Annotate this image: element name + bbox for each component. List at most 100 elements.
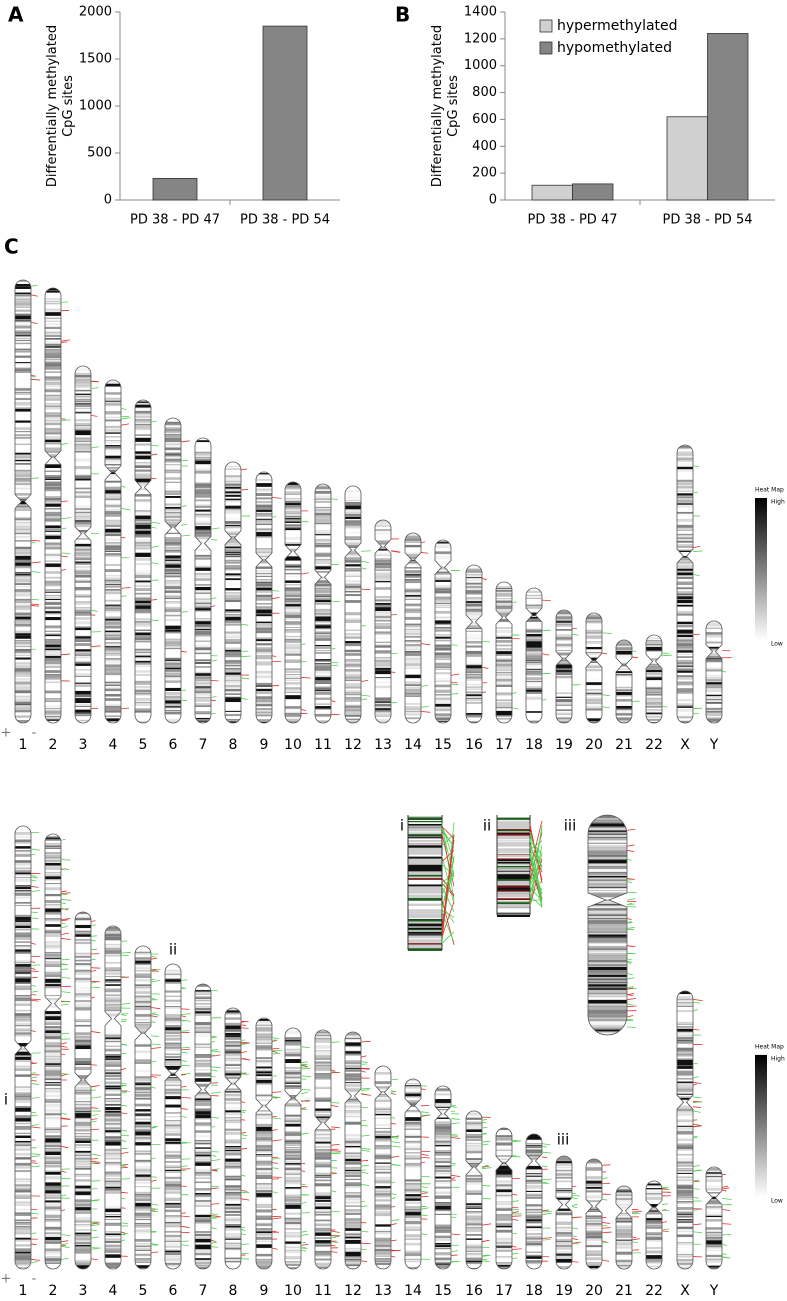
band [375,719,391,722]
band [45,941,61,944]
band [556,629,572,631]
band [616,644,632,646]
band [45,837,61,841]
marker-tick [60,1042,67,1045]
band [45,488,61,491]
band [135,957,151,959]
band [135,1245,151,1247]
band [135,1196,151,1199]
bar [531,184,573,201]
band [256,559,272,562]
marker-tick [120,1082,127,1085]
band [45,470,61,473]
band [225,721,241,723]
chromosome-label: 11 [314,737,332,753]
band [345,600,361,603]
band [256,536,272,539]
band [375,558,391,562]
band [45,330,61,334]
band [195,483,211,487]
band [165,1111,181,1114]
marker-tick [30,853,36,856]
band [706,650,722,653]
band [15,1033,31,1036]
band [195,996,211,999]
band [15,385,31,389]
band [556,709,572,712]
band [75,1076,91,1079]
band [195,1034,211,1037]
band [315,613,331,617]
y-axis-label: Differentially methylatedCpG sites [430,25,461,187]
marker-tick [390,550,400,553]
band [135,1191,151,1194]
band [105,616,121,619]
band [646,639,662,641]
band [165,477,181,480]
band [405,655,421,659]
band [105,1007,121,1010]
band [135,408,151,411]
band [45,428,61,431]
band [135,588,151,590]
band [45,1088,61,1092]
band [556,667,572,671]
band [165,1126,181,1129]
marker-tick [90,981,97,984]
marker-tick [180,1064,191,1067]
band [315,688,331,691]
band [15,850,31,852]
band [435,571,451,575]
band [105,703,121,707]
marker-tick [60,341,68,343]
band [75,1006,91,1009]
band [105,1114,121,1117]
band [646,703,662,706]
band [15,315,31,317]
band [616,644,632,647]
band [646,709,662,711]
band [165,1131,181,1134]
band [75,1260,91,1262]
band [435,652,451,656]
band [45,867,61,870]
band [225,548,241,550]
band [315,697,331,700]
band [15,1157,31,1160]
band [165,1258,181,1261]
band [256,523,272,526]
band [75,1174,91,1177]
band [15,624,31,627]
band [375,618,391,621]
band [75,524,91,528]
band [105,710,121,713]
band [225,611,241,613]
band [285,603,301,607]
band [345,721,361,723]
band [135,686,151,688]
band [677,721,693,723]
band [466,721,482,723]
marker-tick [90,1096,102,1099]
band [496,593,512,595]
band [15,885,31,888]
band [646,679,662,682]
chromosome-label: 2 [49,1283,58,1299]
band [345,692,361,694]
band [195,1117,211,1120]
band [526,655,542,658]
band [195,670,211,673]
marker-tick [180,650,187,653]
marker-tick [180,611,189,613]
band [165,606,181,609]
marker-tick [150,521,161,524]
band [45,1177,61,1180]
band [165,662,181,665]
band [285,630,301,633]
band [375,712,391,714]
band [45,933,61,935]
chromosome-outline [134,399,152,724]
band [466,645,482,648]
band [135,635,151,638]
band [345,544,361,547]
